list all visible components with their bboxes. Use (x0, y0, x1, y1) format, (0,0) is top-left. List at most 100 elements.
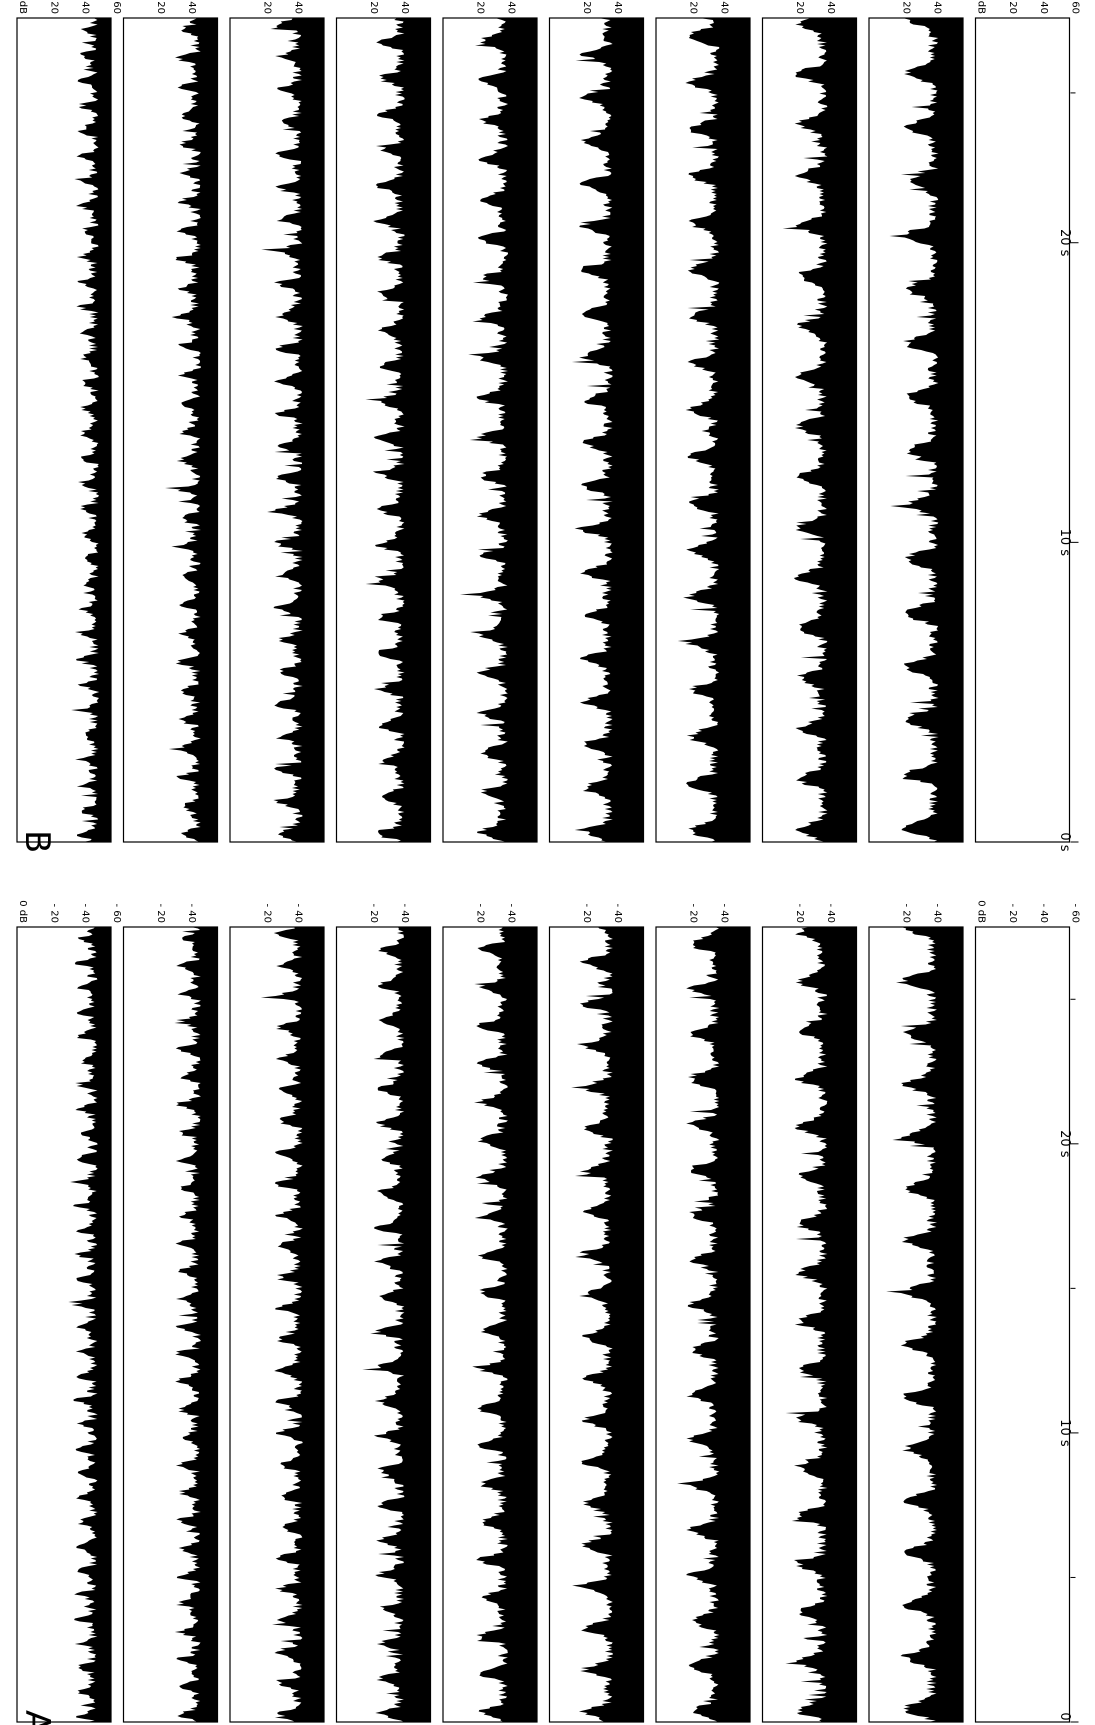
y-tick-label: 0 dB (976, 0, 987, 14)
track-frame (442, 926, 538, 1723)
y-tick-label: - 40 (80, 0, 91, 14)
y-tick-label: - 20 (1007, 0, 1018, 14)
track-frame (548, 17, 645, 843)
waveform-area (472, 927, 537, 1722)
waveform-track: 0 dB - 20 - 40 - 60 (16, 0, 122, 843)
waveform-track: 0 dB - 20 - 40 - 60 (974, 0, 1081, 843)
waveform-track: - 20 - 40 (868, 0, 964, 843)
y-tick-label: - 20 (48, 0, 59, 14)
y-tick-label: - 40 (612, 0, 623, 14)
x-tick-label: 0 s (1057, 1712, 1072, 1725)
y-tick-label: - 20 (261, 0, 272, 14)
waveform-track: - 20 - 40 (442, 903, 538, 1723)
waveform-track: - 20 - 40 (761, 0, 858, 843)
waveform-track: - 20 - 40 (655, 0, 751, 843)
track-frame (974, 926, 1071, 1723)
y-tick-label: - 60 (111, 903, 122, 923)
waveform-track: - 20 - 40 (655, 903, 751, 1723)
y-tick-label: - 40 (186, 903, 197, 923)
waveform-area (165, 18, 218, 842)
track-frame (761, 926, 858, 1723)
y-tick-label: - 20 (48, 903, 59, 923)
y-tick-label: 0 dB (976, 900, 987, 923)
y-tick-label: - 20 (687, 903, 698, 923)
y-tick-label: - 40 (293, 903, 304, 923)
y-tick-label: - 40 (293, 0, 304, 14)
waveform-track: - 20 - 40 (868, 903, 964, 1723)
track-frame (655, 926, 751, 1723)
track-frame (122, 17, 219, 843)
waveform-area (362, 927, 431, 1722)
y-tick-label: - 40 (825, 0, 836, 14)
track-frame (868, 17, 964, 843)
y-tick-label: - 40 (825, 903, 836, 923)
y-tick-label: - 20 (474, 0, 485, 14)
y-tick-label: - 40 (80, 903, 91, 923)
y-tick-label: - 20 (155, 903, 166, 923)
track-frame (229, 926, 325, 1723)
waveform-area (886, 927, 963, 1722)
track-frame (548, 926, 645, 1723)
y-tick-label: - 20 (474, 903, 485, 923)
panel-label: A (17, 1710, 57, 1725)
y-tick-label: - 20 (368, 0, 379, 14)
y-tick-label: - 60 (1070, 0, 1081, 14)
track-frame (335, 926, 432, 1723)
y-tick-label: - 20 (261, 903, 272, 923)
y-tick-label: - 20 (581, 903, 592, 923)
y-tick-label: - 40 (399, 0, 410, 14)
waveform-track: - 20 - 40 (122, 903, 219, 1723)
waveform-area (785, 927, 857, 1722)
y-tick-label: 0 dB (17, 900, 28, 923)
track-frame (229, 17, 325, 843)
x-tick-label: 20 s (1057, 1130, 1072, 1158)
waveform-area (365, 18, 431, 842)
waveform-area (459, 18, 537, 842)
y-tick-label: - 60 (1070, 903, 1081, 923)
waveform-area (71, 18, 111, 842)
waveform-track: - 20 - 40 (761, 903, 858, 1723)
waveform-track: - 20 - 40 (335, 0, 432, 843)
y-tick-label: - 60 (111, 0, 122, 14)
waveform-track: - 20 - 40 (122, 0, 219, 843)
waveform-track: - 20 - 40 (335, 903, 432, 1723)
track-frame (335, 17, 432, 843)
waveform-area (677, 927, 750, 1722)
waveform-area (174, 927, 218, 1722)
y-tick-label: - 20 (794, 903, 805, 923)
y-tick-label: - 20 (368, 903, 379, 923)
panel-a: A 0 dB - 20 - 40 - 60 - 20 - 40 - 20 - 40 - 20 - 4… (16, 900, 1081, 1725)
x-tick-label: 10 s (1057, 529, 1072, 557)
y-tick-label: - 40 (399, 903, 410, 923)
waveform-track: 0 dB - 20 - 40 - 60 (974, 900, 1081, 1723)
waveform-track: - 20 - 40 (548, 0, 645, 843)
y-tick-label: - 40 (719, 0, 730, 14)
track-frame (122, 926, 219, 1723)
waveform-track: - 20 - 40 (229, 0, 325, 843)
y-tick-label: - 20 (155, 0, 166, 14)
x-tick-label: 0 s (1057, 832, 1072, 851)
x-tick-label: 10 s (1057, 1419, 1072, 1447)
track-frame (16, 17, 112, 843)
y-tick-label: - 40 (506, 0, 517, 14)
waveform-area (677, 18, 750, 842)
y-tick-label: - 40 (186, 0, 197, 14)
waveform-area (782, 18, 857, 842)
y-tick-label: - 20 (581, 0, 592, 14)
waveform-area (261, 18, 324, 842)
waveform-area (571, 18, 644, 842)
waveform-area (68, 927, 111, 1722)
waveform-area (889, 18, 963, 842)
y-tick-label: - 20 (794, 0, 805, 14)
track-frame (442, 17, 538, 843)
y-tick-label: - 20 (900, 0, 911, 14)
track-frame (868, 926, 964, 1723)
track-frame (974, 17, 1071, 843)
y-tick-label: 0 dB (17, 0, 28, 14)
waveform-area (571, 927, 644, 1722)
y-tick-label: - 20 (900, 903, 911, 923)
y-tick-label: - 40 (719, 903, 730, 923)
panel-b: B0 dB - 20- 40- 60- 20- 40- 20- 40- 20- 4… (16, 0, 1081, 853)
waveform-track: 0 dB - 20 - 40 - 60 (16, 900, 122, 1723)
